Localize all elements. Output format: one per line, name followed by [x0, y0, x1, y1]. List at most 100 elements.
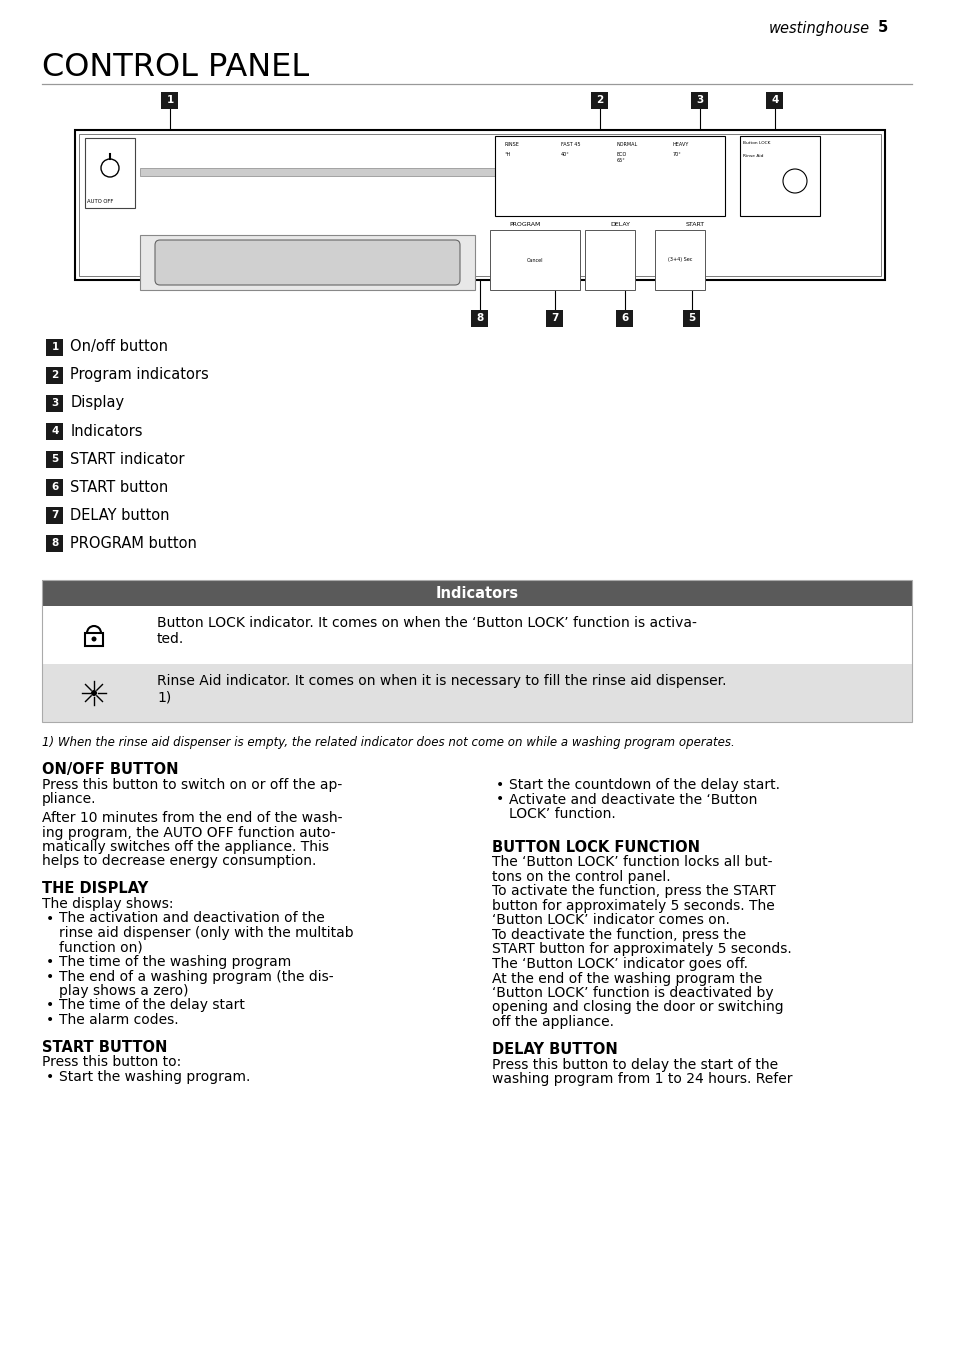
Text: The alarm codes.: The alarm codes. [59, 1013, 178, 1028]
Text: The time of the washing program: The time of the washing program [59, 955, 291, 969]
Bar [682, 310, 700, 326]
Text: (3+4) Sec: (3+4) Sec [667, 257, 692, 262]
Text: Rinse Aid: Rinse Aid [742, 154, 762, 158]
Text: •: • [496, 777, 504, 792]
FancyBboxPatch shape [154, 241, 459, 285]
Bar [47, 395, 64, 411]
Text: HEAVY: HEAVY [672, 142, 689, 147]
Bar [85, 633, 103, 646]
Text: •: • [496, 792, 504, 807]
Text: ‘Button LOCK’ indicator comes on.: ‘Button LOCK’ indicator comes on. [492, 914, 729, 927]
Bar [79, 134, 880, 276]
Bar [47, 507, 64, 523]
Text: 6: 6 [51, 483, 58, 492]
Text: pliance.: pliance. [42, 792, 96, 807]
Text: 5: 5 [688, 314, 695, 323]
Text: The time of the delay start: The time of the delay start [59, 999, 245, 1013]
Text: After 10 minutes from the end of the wash-: After 10 minutes from the end of the was… [42, 811, 342, 825]
Text: 2: 2 [51, 370, 58, 380]
Bar [161, 92, 178, 108]
Text: The activation and deactivation of the: The activation and deactivation of the [59, 911, 324, 926]
Text: START indicator: START indicator [71, 452, 185, 466]
Text: DELAY: DELAY [609, 222, 629, 227]
Text: °H: °H [504, 151, 511, 157]
Text: 1) When the rinse aid dispenser is empty, the related indicator does not come on: 1) When the rinse aid dispenser is empty… [42, 735, 734, 749]
Text: Start the washing program.: Start the washing program. [59, 1069, 250, 1084]
Text: ing program, the AUTO OFF function auto-: ing program, the AUTO OFF function auto- [42, 826, 335, 840]
Text: LOCK’ function.: LOCK’ function. [509, 807, 615, 821]
Bar [740, 137, 820, 216]
Bar [490, 230, 579, 289]
Text: 1: 1 [51, 342, 58, 352]
Text: THE DISPLAY: THE DISPLAY [42, 882, 148, 896]
Text: button for approximately 5 seconds. The: button for approximately 5 seconds. The [492, 899, 774, 913]
Bar [691, 92, 708, 108]
Text: 70°: 70° [672, 151, 681, 157]
Text: helps to decrease energy consumption.: helps to decrease energy consumption. [42, 854, 316, 868]
Text: 6: 6 [620, 314, 628, 323]
Text: The end of a washing program (the dis-: The end of a washing program (the dis- [59, 969, 334, 983]
Text: START: START [684, 222, 704, 227]
Text: •: • [46, 1013, 54, 1028]
Bar [47, 450, 64, 468]
Text: FAST 45: FAST 45 [560, 142, 579, 147]
Bar [42, 580, 911, 606]
Text: tons on the control panel.: tons on the control panel. [492, 869, 670, 884]
Text: matically switches off the appliance. This: matically switches off the appliance. Th… [42, 840, 329, 854]
Bar [42, 664, 911, 722]
Text: •: • [46, 999, 54, 1013]
Text: ON/OFF BUTTON: ON/OFF BUTTON [42, 763, 178, 777]
Text: PROGRAM: PROGRAM [509, 222, 540, 227]
Bar [765, 92, 782, 108]
Text: On/off button: On/off button [71, 339, 169, 354]
Text: rinse aid dispenser (only with the multitab: rinse aid dispenser (only with the multi… [59, 926, 354, 940]
Text: 3: 3 [51, 397, 58, 408]
Text: Press this button to switch on or off the ap-: Press this button to switch on or off th… [42, 777, 342, 792]
Bar [42, 580, 911, 722]
Text: •: • [46, 1069, 54, 1084]
Text: •: • [46, 911, 54, 926]
Bar [47, 479, 64, 495]
Text: The display shows:: The display shows: [42, 896, 173, 911]
Text: CONTROL PANEL: CONTROL PANEL [42, 53, 309, 84]
Text: Indicators: Indicators [435, 585, 518, 600]
Text: 3: 3 [696, 95, 703, 105]
Text: NORMAL: NORMAL [617, 142, 638, 147]
Text: DELAY BUTTON: DELAY BUTTON [492, 1041, 618, 1056]
Text: off the appliance.: off the appliance. [492, 1015, 614, 1029]
Text: 7: 7 [551, 314, 558, 323]
Text: At the end of the washing program the: At the end of the washing program the [492, 972, 761, 986]
Bar [616, 310, 633, 326]
Text: 5: 5 [51, 454, 58, 464]
Text: Rinse Aid indicator. It comes on when it is necessary to fill the rinse aid disp: Rinse Aid indicator. It comes on when it… [157, 675, 726, 704]
Text: Button LOCK: Button LOCK [742, 141, 770, 145]
Text: function on): function on) [59, 941, 143, 955]
Text: play shows a zero): play shows a zero) [59, 984, 189, 998]
Bar [655, 230, 704, 289]
Text: START BUTTON: START BUTTON [42, 1040, 167, 1055]
Bar [47, 534, 64, 552]
Bar [584, 230, 635, 289]
Text: Start the countdown of the delay start.: Start the countdown of the delay start. [509, 777, 780, 792]
Text: Press this button to delay the start of the: Press this button to delay the start of … [492, 1057, 778, 1072]
Text: •: • [46, 955, 54, 969]
Text: 4: 4 [771, 95, 778, 105]
Text: START button: START button [71, 480, 169, 495]
Text: Press this button to:: Press this button to: [42, 1056, 181, 1069]
Text: 40°: 40° [560, 151, 569, 157]
Bar [47, 338, 64, 356]
Text: 7: 7 [51, 510, 59, 521]
Text: 1: 1 [166, 95, 173, 105]
Bar [75, 130, 884, 280]
Text: ECO
65°: ECO 65° [617, 151, 626, 162]
Bar [546, 310, 563, 326]
Text: opening and closing the door or switching: opening and closing the door or switchin… [492, 1000, 782, 1014]
Bar [47, 422, 64, 439]
Text: 8: 8 [476, 314, 483, 323]
Bar [471, 310, 488, 326]
Text: 5: 5 [877, 20, 887, 35]
Bar [140, 168, 624, 176]
Text: Display: Display [71, 396, 125, 411]
Text: PROGRAM button: PROGRAM button [71, 535, 197, 550]
Text: 4: 4 [51, 426, 59, 435]
